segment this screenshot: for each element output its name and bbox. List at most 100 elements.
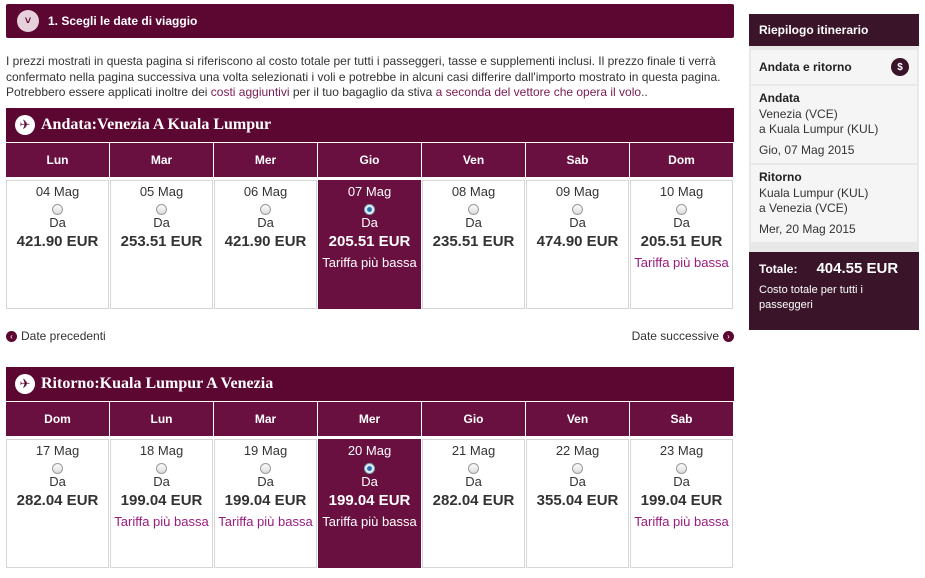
notice-text-3: ..: [641, 85, 648, 99]
fare-from-label: Da: [257, 474, 274, 489]
fare-date: 06 Mag: [243, 184, 288, 199]
date-navigation: ‹ Date precedenti Date successive ›: [6, 329, 734, 345]
next-dates-label: Date successive: [631, 329, 719, 343]
fare-price: 421.90 EUR: [16, 233, 99, 250]
swap-icon[interactable]: $: [891, 58, 909, 76]
total-value: 404.55 EUR: [816, 260, 899, 277]
fare-radio[interactable]: [468, 463, 479, 474]
fare-option[interactable]: 18 Mag Da 199.04 EUR Tariffa più bassa: [110, 439, 213, 568]
fare-option[interactable]: 04 Mag Da 421.90 EUR: [6, 180, 109, 309]
day-name: Lun: [110, 402, 213, 436]
fare-date: 20 Mag: [347, 443, 392, 458]
fare-radio[interactable]: [676, 463, 687, 474]
previous-dates-label: Date precedenti: [21, 329, 106, 343]
fare-from-label: Da: [569, 215, 586, 230]
fare-option[interactable]: 19 Mag Da 199.04 EUR Tariffa più bassa: [214, 439, 317, 568]
fare-radio[interactable]: [260, 204, 271, 215]
fare-option[interactable]: 10 Mag Da 205.51 EUR Tariffa più bassa: [630, 180, 733, 309]
lowest-fare-tag: Tariffa più bassa: [634, 514, 729, 529]
day-name: Sab: [630, 402, 733, 436]
extra-costs-link[interactable]: costi aggiuntivi: [210, 85, 290, 99]
fare-from-label: Da: [49, 215, 66, 230]
fare-price: 235.51 EUR: [432, 233, 515, 250]
day-name: Dom: [6, 402, 109, 436]
fare-date: 22 Mag: [555, 443, 600, 458]
fare-from-label: Da: [465, 215, 482, 230]
day-name: Lun: [6, 143, 109, 177]
return-day-0: Dom 17 Mag Da 282.04 EUR: [6, 402, 109, 568]
notice-text-1: I prezzi mostrati in questa pagina si ri…: [6, 54, 721, 99]
summary-return-from: Kuala Lumpur (KUL): [759, 185, 869, 200]
fare-date: 04 Mag: [35, 184, 80, 199]
fare-radio[interactable]: [676, 204, 687, 215]
return-day-4: Gio 21 Mag Da 282.04 EUR: [422, 402, 525, 568]
fare-price: 199.04 EUR: [328, 492, 411, 509]
fare-radio[interactable]: [468, 204, 479, 215]
outbound-day-0: Lun 04 Mag Da 421.90 EUR: [6, 143, 109, 309]
trip-type: Andata e ritorno: [759, 60, 852, 74]
summary-outbound-label: Andata: [759, 91, 800, 105]
fare-radio[interactable]: [572, 204, 583, 215]
fare-option[interactable]: 08 Mag Da 235.51 EUR: [422, 180, 525, 309]
summary-return-to: a Venezia (VCE): [759, 201, 848, 215]
return-section: ✈ Ritorno:Kuala Lumpur A Venezia Dom 17 M…: [6, 367, 734, 568]
lowest-fare-tag: Tariffa più bassa: [114, 514, 209, 529]
day-name: Ven: [422, 143, 525, 177]
summary-return-date: Mer, 20 Mag 2015: [759, 221, 856, 236]
price-notice: I prezzi mostrati in questa pagina si ri…: [6, 54, 732, 101]
lowest-fare-tag: Tariffa più bassa: [322, 255, 417, 270]
fare-option[interactable]: 20 Mag Da 199.04 EUR Tariffa più bassa: [318, 439, 421, 568]
fare-price: 205.51 EUR: [328, 233, 411, 250]
fare-option[interactable]: 05 Mag Da 253.51 EUR: [110, 180, 213, 309]
summary-outbound-date: Gio, 07 Mag 2015: [759, 142, 855, 157]
fare-from-label: Da: [153, 474, 170, 489]
summary-return: Ritorno Kuala Lumpur (KUL) a Venezia (VC…: [751, 165, 917, 242]
fare-option[interactable]: 21 Mag Da 282.04 EUR: [422, 439, 525, 568]
day-name: Gio: [318, 143, 421, 177]
fare-option[interactable]: 23 Mag Da 199.04 EUR Tariffa più bassa: [630, 439, 733, 568]
outbound-day-2: Mer 06 Mag Da 421.90 EUR: [214, 143, 317, 309]
fare-option[interactable]: 06 Mag Da 421.90 EUR: [214, 180, 317, 309]
chevron-down-icon[interactable]: ˅: [17, 10, 39, 32]
fare-radio[interactable]: [52, 204, 63, 215]
total-note: Costo totale per tutti i passeggeri: [759, 284, 863, 311]
fare-radio[interactable]: [156, 463, 167, 474]
day-name: Gio: [422, 402, 525, 436]
return-day-3: Mer 20 Mag Da 199.04 EUR Tariffa più bassa: [318, 402, 421, 568]
step-header[interactable]: ˅ 1. Scegli le date di viaggio: [6, 4, 734, 38]
summary-title: Riepilogo itinerario: [749, 14, 919, 46]
fare-price: 199.04 EUR: [640, 492, 723, 509]
fare-date: 07 Mag: [347, 184, 392, 199]
summary-total: Totale: 404.55 EUR Costo totale per tutt…: [749, 252, 919, 330]
fare-date: 18 Mag: [139, 443, 184, 458]
fare-date: 19 Mag: [243, 443, 288, 458]
outbound-day-list: Lun 04 Mag Da 421.90 EUR Mar 05 Mag Da 253.51 E…: [6, 143, 734, 309]
day-name: Sab: [526, 143, 629, 177]
fare-option[interactable]: 22 Mag Da 355.04 EUR: [526, 439, 629, 568]
fare-from-label: Da: [361, 474, 378, 489]
fare-radio[interactable]: [52, 463, 63, 474]
previous-dates-link[interactable]: ‹ Date precedenti: [6, 329, 106, 343]
fare-option[interactable]: 17 Mag Da 282.04 EUR: [6, 439, 109, 568]
fare-option[interactable]: 09 Mag Da 474.90 EUR: [526, 180, 629, 309]
day-name: Mer: [318, 402, 421, 436]
fare-from-label: Da: [673, 215, 690, 230]
return-day-list: Dom 17 Mag Da 282.04 EUR Lun 18 Mag Da 199.04 E…: [6, 402, 734, 568]
fare-option[interactable]: 07 Mag Da 205.51 EUR Tariffa più bassa: [318, 180, 421, 309]
fare-radio[interactable]: [364, 204, 375, 215]
fare-price: 421.90 EUR: [224, 233, 307, 250]
lowest-fare-tag: Tariffa più bassa: [322, 514, 417, 529]
fare-date: 09 Mag: [555, 184, 600, 199]
next-dates-link[interactable]: Date successive ›: [632, 329, 734, 343]
step-title: 1. Scegli le date di viaggio: [48, 14, 198, 28]
outbound-day-5: Sab 09 Mag Da 474.90 EUR: [526, 143, 629, 309]
fare-radio[interactable]: [364, 463, 375, 474]
return-header: ✈ Ritorno:Kuala Lumpur A Venezia: [6, 367, 734, 401]
fare-price: 355.04 EUR: [536, 492, 619, 509]
day-name: Mer: [214, 143, 317, 177]
outbound-title: Andata:Venezia A Kuala Lumpur: [41, 116, 272, 133]
carrier-link[interactable]: a seconda del vettore che opera il volo: [435, 85, 642, 99]
fare-radio[interactable]: [572, 463, 583, 474]
fare-radio[interactable]: [156, 204, 167, 215]
fare-radio[interactable]: [260, 463, 271, 474]
